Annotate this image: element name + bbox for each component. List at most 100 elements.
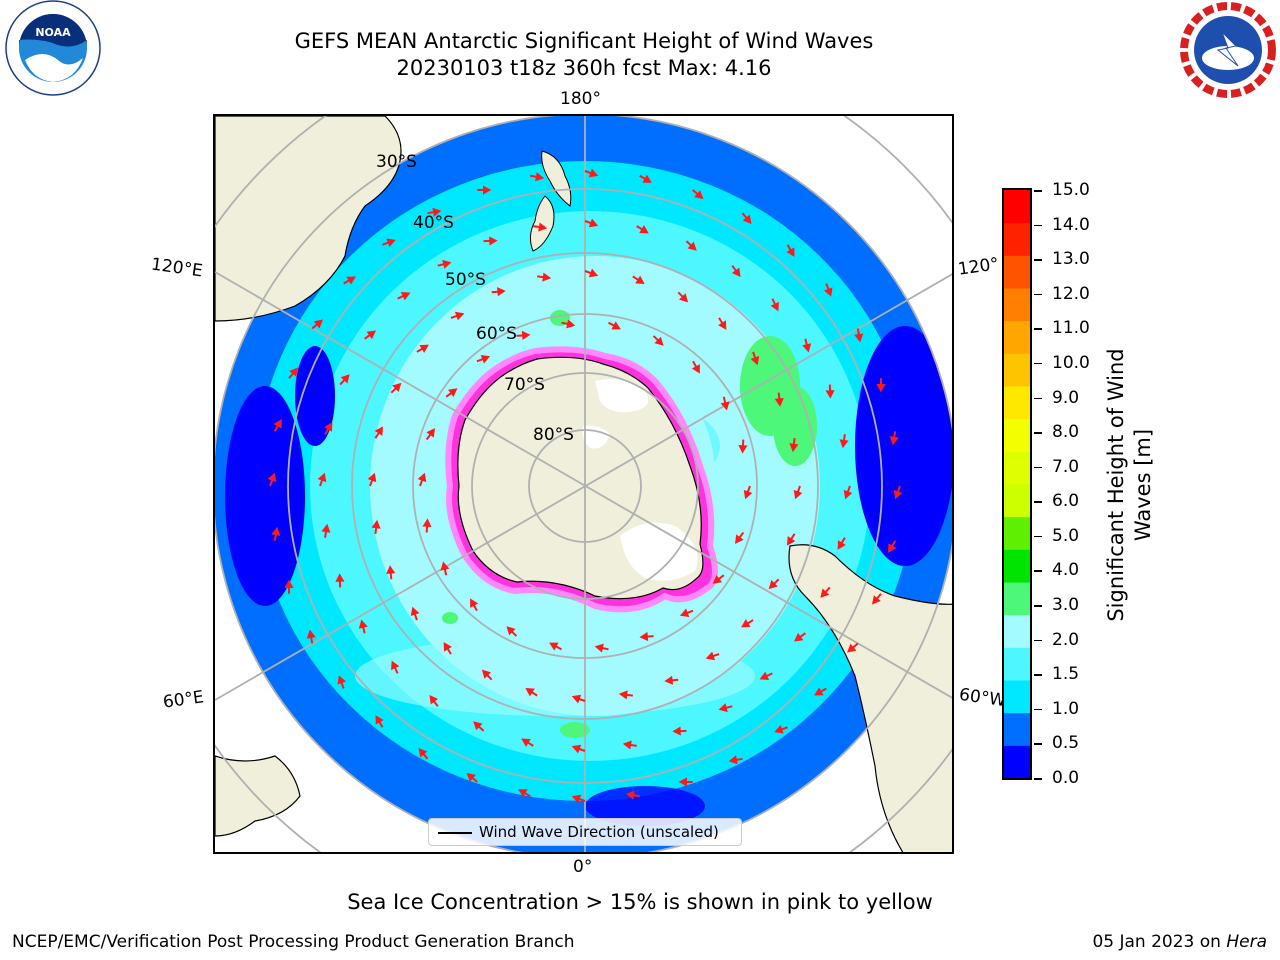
- colorbar-tick: [1034, 674, 1042, 676]
- wind-arrow-head: [419, 344, 429, 353]
- lon-label-180: 180°: [560, 89, 601, 109]
- wind-arrow-head: [678, 777, 688, 787]
- footer-date: 05 Jan 2023 on Hera: [1092, 932, 1267, 952]
- colorbar-segment: [1004, 582, 1030, 616]
- wind-arrow-head: [392, 382, 402, 392]
- colorbar-tick: [1034, 224, 1042, 227]
- wind-arrow-head: [635, 275, 645, 285]
- wind-arrow-head: [734, 534, 744, 544]
- wind-arrow-head: [417, 472, 427, 483]
- legend-label: Wind Wave Direction (unscaled): [479, 823, 719, 841]
- wind-arrow-head: [871, 595, 881, 605]
- colorbar-tick-label: 7.0: [1052, 456, 1080, 477]
- wind-arrow-head: [535, 172, 545, 182]
- colorbar-tick: [1034, 501, 1042, 503]
- wind-arrow-head: [566, 319, 576, 329]
- wind-arrow-head: [837, 540, 846, 550]
- wind-arrow-head: [639, 631, 649, 642]
- wind-arrow-head: [588, 218, 599, 228]
- legend-line-icon: [438, 832, 472, 834]
- wind-arrow-head: [594, 643, 604, 653]
- wind-arrow-head: [306, 629, 316, 639]
- wind-arrow-head: [718, 320, 727, 330]
- colorbar-segment: [1004, 549, 1030, 583]
- wind-arrow-head: [611, 321, 621, 330]
- colorbar-segment: [1004, 386, 1030, 420]
- footer-branch: NCEP/EMC/Verification Post Processing Pr…: [12, 932, 575, 952]
- colorbar-tick-label: 6.0: [1052, 491, 1080, 512]
- lon-label-60e: 60°E: [161, 687, 206, 713]
- colorbar-tick: [1034, 743, 1042, 745]
- colorbar-tick-label: 1.5: [1052, 664, 1080, 685]
- colorbar-tick: [1034, 605, 1042, 607]
- wind-arrow-head: [549, 642, 559, 651]
- wind-arrow-head: [443, 642, 452, 652]
- colorbar-segment: [1004, 745, 1030, 778]
- colorbar-segment: [1004, 451, 1030, 485]
- colorbar-segment: [1004, 418, 1030, 452]
- colorbar-tick-label: 15.0: [1052, 180, 1090, 200]
- lat-label-50s: 50°S: [445, 270, 486, 290]
- wind-arrow-head: [374, 426, 384, 436]
- sea-ice-note: Sea Ice Concentration > 15% is shown in …: [347, 890, 933, 914]
- wind-arrow-head: [893, 489, 903, 500]
- colorbar-tick-label: 1.0: [1052, 698, 1080, 719]
- wind-arrow-head: [473, 721, 483, 731]
- colorbar-segment: [1004, 222, 1030, 256]
- wind-arrow-head: [518, 789, 528, 798]
- wind-arrow-head: [774, 724, 784, 734]
- wind-arrow-head: [448, 388, 458, 397]
- wind-arrow-head: [470, 598, 479, 608]
- lat-label-40s: 40°S: [413, 213, 454, 233]
- wind-arrow-head: [289, 367, 299, 377]
- colorbar-tick-label: 11.0: [1052, 318, 1090, 339]
- chart-subtitle: 20230103 t18z 360h fcst Max: 4.16: [396, 56, 772, 80]
- colorbar-tick: [1034, 466, 1042, 469]
- wind-arrow-head: [618, 690, 628, 700]
- wind-arrow-head: [391, 660, 400, 671]
- wind-arrow-head: [823, 287, 833, 297]
- wind-arrow-head: [820, 588, 830, 598]
- wind-arrow-head: [340, 374, 350, 384]
- colorbar-tick: [1034, 362, 1042, 365]
- wind-arrow-head: [789, 443, 799, 453]
- colorbar-segment: [1004, 484, 1030, 518]
- wind-arrow-head: [313, 319, 324, 329]
- wind-arrow-head: [480, 354, 491, 364]
- wind-arrow-head: [854, 333, 864, 343]
- lon-label-0: 0°: [573, 857, 593, 877]
- wind-arrow-head: [705, 651, 716, 661]
- wind-arrow-head: [742, 214, 752, 225]
- wind-arrow-head: [888, 543, 897, 553]
- footer-machine: Hera: [1226, 932, 1267, 952]
- wind-arrow-head: [774, 397, 784, 407]
- wind-arrow-head: [481, 669, 491, 679]
- wind-arrow-head: [400, 292, 411, 301]
- wind-arrow-head: [588, 268, 599, 278]
- wind-arrow-head: [786, 247, 795, 257]
- wind-arrow-head: [825, 390, 835, 399]
- wind-arrow-head: [442, 259, 452, 269]
- wind-arrow-head: [506, 626, 516, 636]
- colorbar-tick: [1034, 708, 1042, 711]
- wind-arrow-head: [759, 671, 770, 680]
- colorbar-label: Significant Height of Wind Waves [m]: [1104, 348, 1155, 622]
- nws-logo: [1178, 2, 1278, 102]
- lon-label-120e: 120°E: [149, 254, 204, 282]
- colorbar-segment: [1004, 288, 1030, 322]
- wind-arrow-head: [876, 383, 886, 393]
- wind-arrow-head: [889, 436, 899, 446]
- wind-arrow-head: [712, 575, 722, 584]
- colorbar-segment: [1004, 516, 1030, 550]
- colorbar-tick: [1034, 639, 1042, 642]
- wind-arrow-head: [622, 740, 632, 750]
- wind-arrow-head: [525, 687, 535, 697]
- lat-label-60s: 60°S: [476, 324, 517, 344]
- wind-arrow-head: [284, 579, 294, 589]
- wind-arrow-head: [375, 715, 384, 725]
- wind-arrow-head: [496, 287, 506, 297]
- colorbar-tick-label: 4.0: [1052, 560, 1080, 581]
- lon-label-120w: 120°: [956, 254, 1001, 280]
- wind-arrow-head: [440, 561, 450, 571]
- lat-label-30s: 30°S: [376, 152, 417, 172]
